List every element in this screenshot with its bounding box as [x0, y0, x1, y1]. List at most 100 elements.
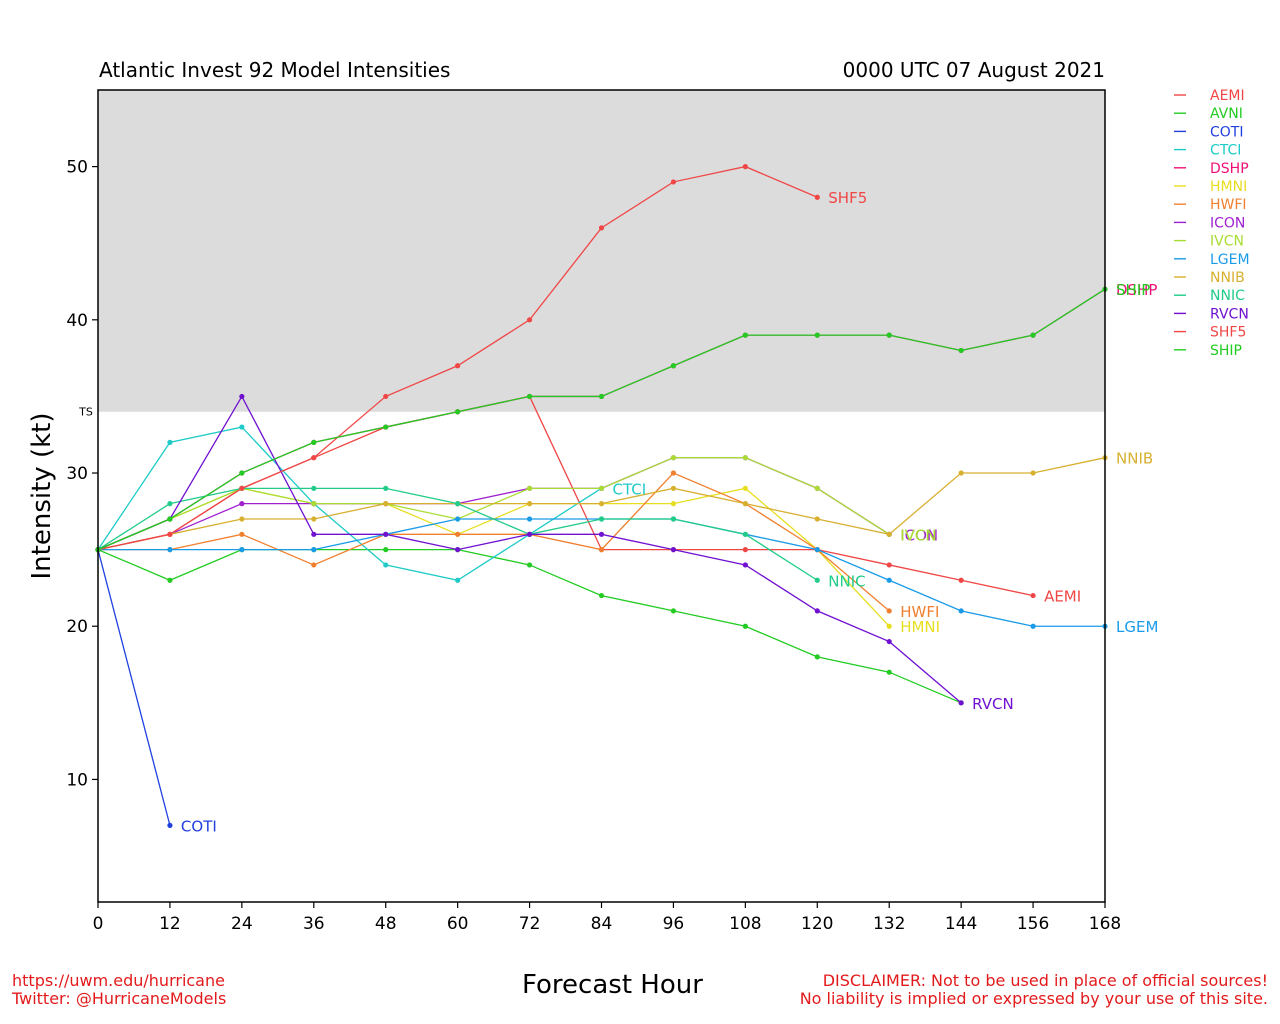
data-point	[311, 485, 317, 491]
data-point	[670, 608, 677, 614]
x-tick-label: 168	[1089, 914, 1121, 934]
data-point	[958, 470, 964, 476]
data-point	[383, 562, 389, 568]
x-tick-label: 144	[945, 914, 977, 934]
data-point	[670, 363, 677, 369]
end-label-nnic: NNIC	[828, 572, 865, 590]
data-point	[167, 577, 173, 583]
data-point	[886, 608, 892, 614]
series-ship	[95, 286, 1108, 553]
ts-label: TS	[78, 406, 93, 419]
end-label-ivcn: IVCN	[900, 526, 936, 544]
data-point	[167, 501, 173, 507]
data-point	[311, 547, 317, 553]
data-point	[598, 485, 605, 491]
data-point	[598, 531, 605, 537]
legend-item-hmni: HMNI	[1174, 179, 1247, 195]
footer-url[interactable]: https://uwm.edu/hurricane	[12, 971, 225, 990]
end-label-nnib: NNIB	[1116, 450, 1153, 468]
legend-item-hwfi: HWFI	[1174, 197, 1247, 213]
data-point	[455, 577, 461, 583]
data-point	[598, 516, 605, 522]
legend-item-coti: COTI	[1174, 124, 1243, 140]
end-label-rvcn: RVCN	[972, 695, 1014, 713]
footer-links: https://uwm.edu/hurricane Twitter: @Hurr…	[12, 972, 226, 1008]
legend-label: NNIB	[1210, 270, 1245, 286]
legend-label: NNIC	[1210, 288, 1245, 304]
data-point	[886, 669, 892, 675]
x-tick-label: 24	[231, 914, 253, 934]
data-point	[670, 485, 677, 491]
data-point	[886, 562, 892, 568]
data-point	[814, 485, 820, 491]
y-tick-label: 30	[66, 464, 88, 484]
series-shf5	[95, 164, 820, 553]
chart-title: Atlantic Invest 92 Model Intensities	[99, 58, 451, 82]
legend-label: RVCN	[1210, 306, 1249, 322]
data-point	[455, 501, 461, 507]
data-point	[383, 531, 389, 537]
data-point	[742, 547, 748, 553]
data-point	[526, 317, 533, 323]
series-line-hwfi	[98, 472, 890, 612]
x-tick-label: 0	[93, 914, 104, 934]
axis-layer: 0 12 24 36 48 60 72 84 96 108 120 132 144 156 168 10 20 3…	[66, 158, 1121, 934]
y-tick-label: 50	[66, 158, 88, 178]
legend-item-aemi: AEMI	[1174, 88, 1245, 104]
x-tick-label: 132	[873, 914, 905, 934]
y-tick-label: 10	[66, 770, 88, 790]
data-point	[742, 455, 748, 461]
data-point	[383, 501, 389, 507]
data-point	[958, 608, 964, 614]
y-tick-label: 40	[66, 311, 88, 331]
data-point	[670, 516, 677, 522]
end-label-hmni: HMNI	[900, 618, 940, 636]
data-point	[1030, 470, 1036, 476]
data-point	[958, 577, 964, 583]
series-line-coti	[97, 549, 171, 826]
legend-label: AVNI	[1210, 106, 1243, 122]
data-point	[311, 501, 317, 507]
legend-item-nnic: NNIC	[1174, 288, 1245, 304]
data-point	[958, 700, 964, 706]
legend-item-dshp: DSHP	[1174, 161, 1249, 177]
data-point	[814, 516, 820, 522]
data-point	[167, 516, 173, 522]
data-point	[742, 332, 748, 338]
data-point	[526, 562, 533, 568]
data-point	[455, 547, 461, 553]
data-point	[814, 608, 820, 614]
footer-disclaimer: DISCLAIMER: Not to be used in place of o…	[800, 972, 1268, 1008]
data-point	[239, 531, 245, 537]
legend-item-shf5: SHF5	[1174, 325, 1246, 341]
data-point	[742, 164, 748, 170]
end-label-aemi: AEMI	[1044, 588, 1081, 606]
data-point	[814, 577, 820, 583]
x-tick-label: 156	[1017, 914, 1049, 934]
series-coti	[95, 547, 173, 828]
data-point	[670, 470, 677, 476]
legend-item-avni: AVNI	[1174, 106, 1243, 122]
data-point	[239, 516, 245, 522]
data-point	[383, 424, 389, 430]
chart-date: 0000 UTC 07 August 2021	[842, 58, 1105, 82]
end-label-ship: SHIP	[1116, 281, 1150, 299]
data-point	[886, 531, 892, 537]
legend-item-ship: SHIP	[1174, 343, 1242, 359]
x-tick-label: 60	[447, 914, 469, 934]
data-point	[455, 409, 461, 415]
legend-label: LGEM	[1210, 252, 1250, 268]
x-tick-label: 36	[303, 914, 325, 934]
legend-item-ctci: CTCI	[1174, 143, 1241, 159]
footer-twitter[interactable]: Twitter: @HurricaneModels	[12, 989, 227, 1008]
data-point	[598, 501, 605, 507]
legend-label: SHF5	[1210, 325, 1246, 341]
data-point	[455, 516, 461, 522]
data-point	[239, 485, 245, 491]
legend-label: IVCN	[1210, 234, 1244, 250]
data-point	[383, 547, 389, 553]
data-point	[526, 501, 533, 507]
data-point	[239, 501, 245, 507]
